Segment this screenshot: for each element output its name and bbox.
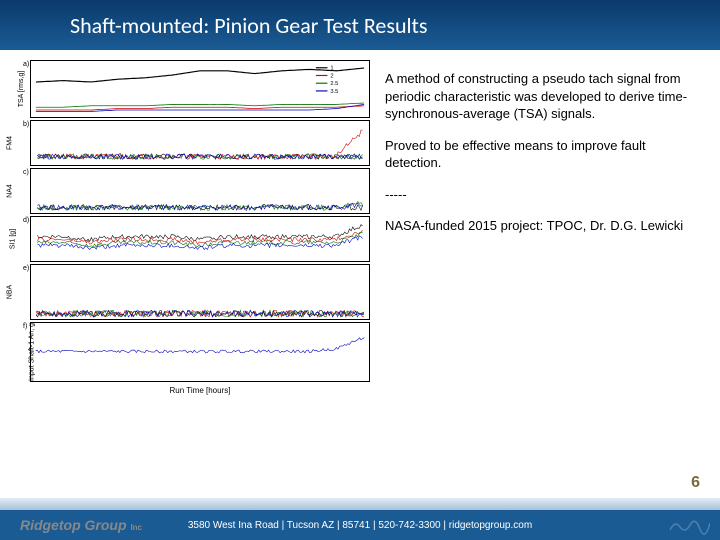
- x-axis-label: Run Time [hours]: [30, 386, 370, 395]
- chart-svg: [31, 323, 369, 381]
- panel-letter: f): [23, 323, 27, 330]
- svg-text:3.5: 3.5: [330, 89, 338, 95]
- footer-band: [0, 498, 720, 510]
- chart-svg: [31, 169, 369, 213]
- paragraph-3: NASA-funded 2015 project: TPOC, Dr. D.G.…: [385, 217, 700, 235]
- chart-panel: TSA [rms,g]a)122.53.5: [30, 60, 370, 118]
- panel-letter: d): [23, 217, 29, 224]
- y-axis-label: SI1 [g]: [10, 229, 17, 249]
- svg-text:2: 2: [330, 73, 333, 79]
- chart-panel: FM4b): [30, 120, 370, 166]
- separator: -----: [385, 186, 700, 204]
- chart-panel: NA4c): [30, 168, 370, 214]
- y-axis-label: Input Shaft-1 An, g: [29, 323, 36, 381]
- y-axis-label: TSA [rms,g]: [18, 71, 25, 108]
- chart-panel: SI1 [g]d): [30, 216, 370, 262]
- content-area: TSA [rms,g]a)122.53.5FM4b)NA4c)SI1 [g]d)…: [0, 50, 720, 395]
- chart-panel: NBAe): [30, 264, 370, 320]
- title-bar: Shaft-mounted: Pinion Gear Test Results: [0, 0, 720, 50]
- logo-text: Ridgetop Group: [20, 517, 127, 533]
- panel-letter: c): [23, 169, 29, 176]
- y-axis-label: NBA: [7, 285, 14, 299]
- y-axis-label: FM4: [7, 136, 14, 150]
- chart-svg: [31, 121, 369, 165]
- text-column: A method of constructing a pseudo tach s…: [385, 60, 700, 395]
- svg-text:1: 1: [330, 66, 333, 72]
- y-axis-label: NA4: [6, 184, 13, 198]
- chart-panel: Input Shaft-1 An, gf): [30, 322, 370, 382]
- chart-column: TSA [rms,g]a)122.53.5FM4b)NA4c)SI1 [g]d)…: [30, 60, 370, 395]
- panel-letter: e): [23, 265, 29, 272]
- chart-svg: [31, 217, 369, 261]
- panel-letter: a): [23, 61, 29, 68]
- company-logo: Ridgetop Group Inc: [20, 517, 142, 535]
- footer-address: 3580 West Ina Road | Tucson AZ | 85741 |…: [188, 520, 532, 531]
- chart-svg: [31, 265, 369, 319]
- logo-sub: Inc: [130, 523, 142, 532]
- paragraph-2: Proved to be effective means to improve …: [385, 137, 700, 172]
- panel-letter: b): [23, 121, 29, 128]
- page-number: 6: [691, 474, 700, 492]
- page-title: Shaft-mounted: Pinion Gear Test Results: [70, 12, 428, 39]
- wave-icon: [670, 515, 710, 535]
- svg-text:2.5: 2.5: [330, 81, 338, 87]
- chart-svg: 12 2.5 3.5: [31, 61, 369, 117]
- paragraph-1: A method of constructing a pseudo tach s…: [385, 70, 700, 123]
